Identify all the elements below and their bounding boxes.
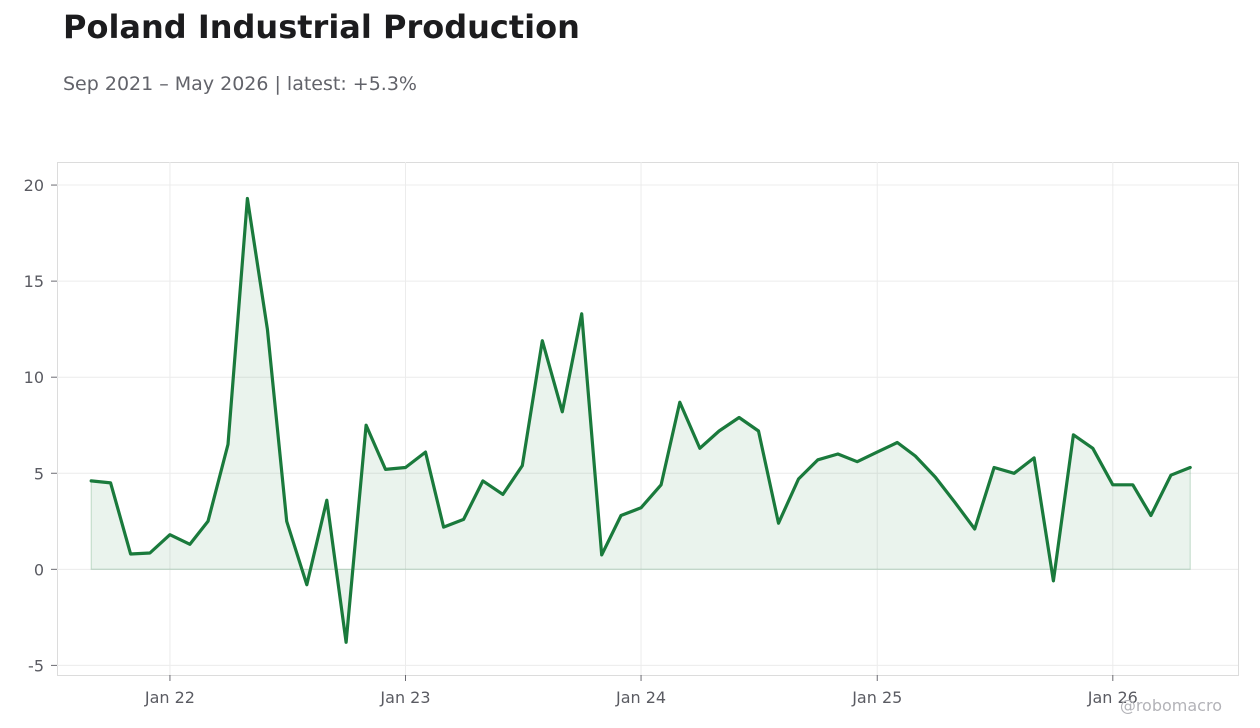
x-tick-label: Jan 22 (144, 688, 195, 707)
data-point (540, 338, 545, 343)
data-point (972, 526, 977, 531)
data-point (304, 582, 309, 587)
data-point (108, 480, 113, 485)
data-point (383, 467, 388, 472)
data-point (128, 551, 133, 556)
data-point (324, 498, 329, 503)
plot-frame (57, 162, 1239, 676)
data-point (520, 463, 525, 468)
data-point (913, 453, 918, 458)
axes: -5 0 5 10 15 20 Jan 22 Jan 23 Jan 24 Jan 25 Jan 26 (24, 176, 1138, 707)
data-point (167, 532, 172, 537)
data-point (1148, 513, 1153, 518)
data-point (599, 552, 604, 557)
y-tick-label: 10 (24, 368, 44, 387)
y-tick-label: 5 (34, 464, 44, 483)
data-point (895, 440, 900, 445)
data-point (423, 450, 428, 455)
data-point (205, 519, 210, 524)
data-point (835, 451, 840, 456)
watermark: @robomacro (1120, 696, 1222, 715)
data-point (1168, 473, 1173, 478)
data-point (500, 492, 505, 497)
y-tick-label: -5 (28, 656, 44, 675)
data-point (992, 465, 997, 470)
data-point (875, 450, 880, 455)
y-tick-label: 20 (24, 176, 44, 195)
y-tick-label: 15 (24, 272, 44, 291)
data-point (225, 442, 230, 447)
data-point (737, 415, 742, 420)
data-point (560, 409, 565, 414)
data-point (1130, 482, 1135, 487)
data-point (952, 500, 957, 505)
grid-lines (57, 162, 1238, 675)
data-point (245, 196, 250, 201)
chart-title: Poland Industrial Production (63, 8, 580, 46)
data-point (677, 400, 682, 405)
x-tick-label: Jan 26 (1087, 688, 1138, 707)
x-tick-label: Jan 25 (851, 688, 902, 707)
y-tick-label: 0 (34, 560, 44, 579)
series-line (89, 196, 1192, 644)
data-point (89, 478, 94, 483)
data-point (717, 428, 722, 433)
data-point (855, 459, 860, 464)
data-point (147, 550, 152, 555)
data-point (638, 505, 643, 510)
data-point (480, 478, 485, 483)
x-tick-label: Jan 24 (615, 688, 666, 707)
series (89, 196, 1193, 645)
data-point (1090, 446, 1095, 451)
data-point (796, 476, 801, 481)
data-point (756, 428, 761, 433)
data-point (284, 519, 289, 524)
data-point (815, 457, 820, 462)
data-point (933, 475, 938, 480)
data-point (1012, 471, 1017, 476)
data-point (618, 513, 623, 518)
data-point (364, 423, 369, 428)
data-point (461, 517, 466, 522)
data-point (344, 640, 349, 645)
data-point (265, 327, 270, 332)
data-point (1032, 455, 1037, 460)
data-point (187, 542, 192, 547)
data-point (1051, 578, 1056, 583)
data-point (697, 446, 702, 451)
data-point (1071, 432, 1076, 437)
chart-subtitle: Sep 2021 – May 2026 | latest: +5.3% (63, 73, 417, 95)
data-point (776, 521, 781, 526)
data-point (1188, 465, 1193, 470)
data-point (441, 525, 446, 530)
x-tick-label: Jan 23 (379, 688, 430, 707)
data-point (1110, 482, 1115, 487)
data-point (579, 311, 584, 316)
data-point (659, 482, 664, 487)
data-point (403, 465, 408, 470)
